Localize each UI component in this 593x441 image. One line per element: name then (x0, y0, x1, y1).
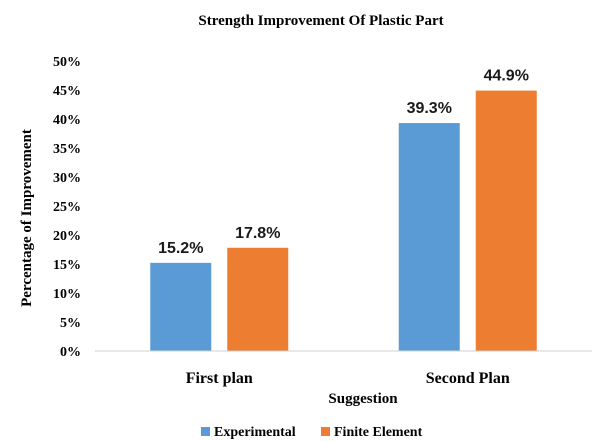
data-label: 39.3% (407, 100, 452, 117)
legend-label: Experimental (214, 425, 296, 440)
bar-first-plan-finite-element (227, 247, 289, 351)
y-axis-ticks: 0% 5% 10% 15% 20% 25% 30% 35% 40% 45% 50% (53, 55, 81, 360)
bar-second-plan-experimental (398, 123, 460, 351)
bars (150, 90, 537, 351)
y-tick-label: 20% (53, 229, 81, 244)
data-label: 44.9% (484, 68, 529, 85)
chart-title: Strength Improvement Of Plastic Part (198, 13, 443, 29)
y-tick-label: 35% (53, 142, 81, 157)
y-tick-label: 40% (53, 113, 81, 128)
y-tick-label: 50% (53, 55, 81, 70)
y-tick-label: 0% (60, 345, 81, 360)
data-labels: 15.2% 17.8% 39.3% 44.9% (158, 68, 529, 257)
y-axis-title: Percentage of Improvement (19, 129, 35, 307)
y-tick-label: 25% (53, 200, 81, 215)
y-tick-label: 45% (53, 84, 81, 99)
legend: Experimental Finite Element (201, 425, 423, 440)
legend-label: Finite Element (334, 425, 423, 440)
legend-swatch (321, 427, 330, 436)
data-label: 15.2% (158, 240, 203, 257)
y-tick-label: 5% (60, 316, 81, 331)
y-tick-label: 10% (53, 287, 81, 302)
category-label: First plan (186, 370, 253, 387)
data-label: 17.8% (235, 225, 280, 242)
bar-second-plan-finite-element (475, 90, 537, 351)
y-tick-label: 30% (53, 171, 81, 186)
category-labels: First plan Second Plan (186, 370, 510, 387)
category-label: Second Plan (426, 370, 510, 387)
bar-first-plan-experimental (150, 262, 212, 351)
x-axis-title: Suggestion (328, 391, 398, 407)
legend-swatch (201, 427, 210, 436)
y-tick-label: 15% (53, 258, 81, 273)
